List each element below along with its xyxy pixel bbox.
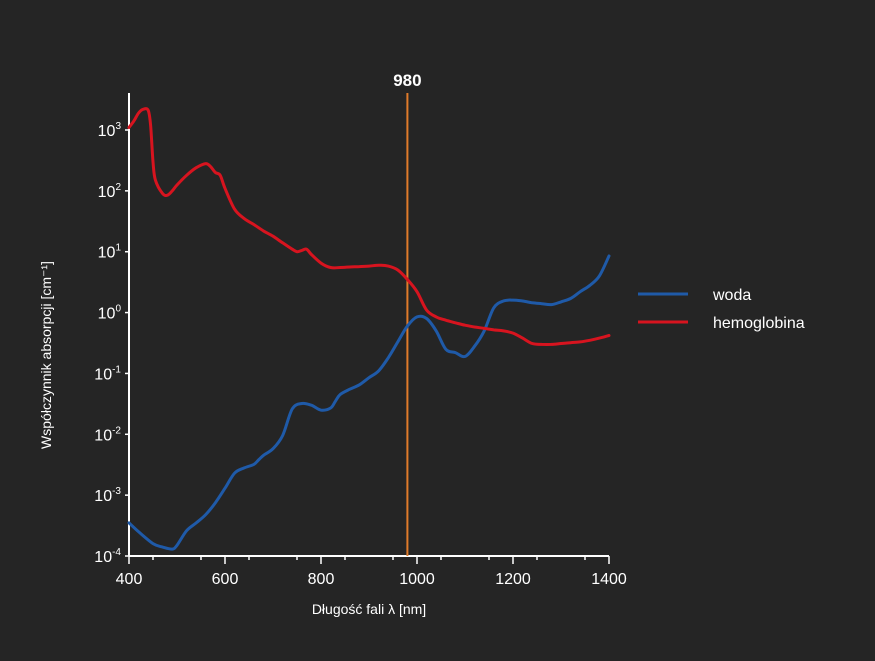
- y-tick-label: 101: [98, 243, 122, 262]
- marker-label-980: 980: [393, 71, 421, 90]
- axes: 400 600 800 1000 1200 1400 103 102 101 100 10-1 10-…: [94, 93, 627, 588]
- x-tick-label: 1400: [591, 571, 627, 588]
- plot-area: 980: [127, 71, 611, 556]
- y-tick-label: 10-3: [94, 486, 121, 505]
- series-line-0: [127, 254, 611, 551]
- series-line-1: [127, 107, 611, 346]
- y-tick-label: 10-4: [94, 547, 121, 566]
- y-tick-label: 10-2: [94, 425, 121, 444]
- x-tick-label: 400: [116, 571, 143, 588]
- x-axis-label: Długość fali λ [nm]: [312, 601, 426, 617]
- y-tick-label: 103: [98, 121, 122, 140]
- y-tick-label: 102: [98, 182, 122, 201]
- y-tick-label: 10-1: [94, 364, 121, 383]
- x-tick-label: 1200: [495, 571, 531, 588]
- legend: woda hemoglobina: [638, 287, 805, 332]
- y-axis-label: Współczynnik absorpcji [cm⁻¹]: [38, 261, 54, 449]
- legend-label-1: hemoglobina: [713, 315, 805, 332]
- x-tick-label: 600: [212, 571, 239, 588]
- x-tick-label: 1000: [399, 571, 435, 588]
- legend-label-0: woda: [712, 287, 751, 304]
- x-tick-label: 800: [308, 571, 335, 588]
- y-tick-label: 100: [98, 304, 122, 323]
